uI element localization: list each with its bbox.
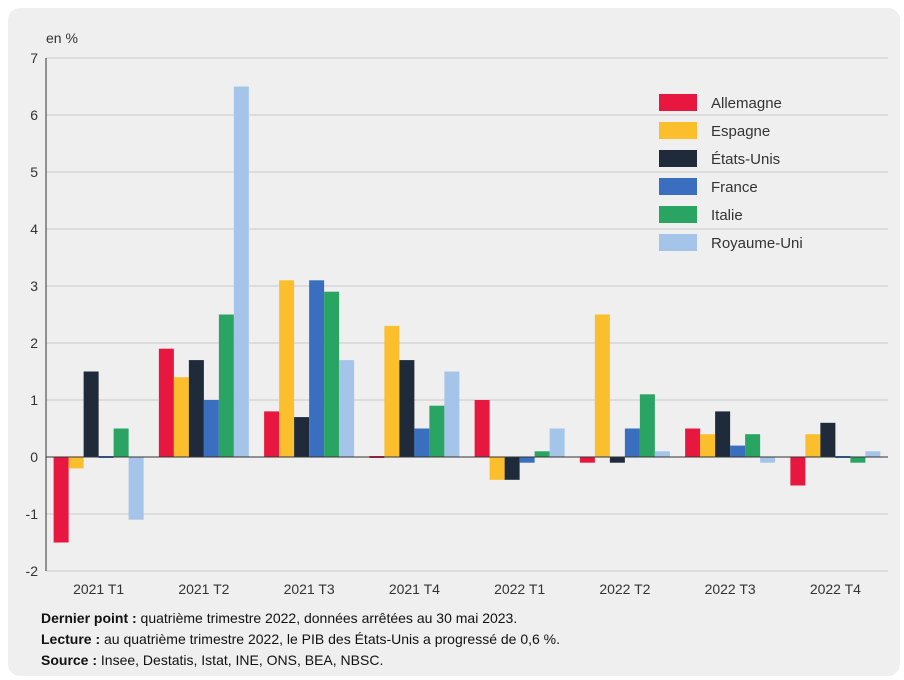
y-tick-label: 1 xyxy=(30,392,38,408)
legend-swatch xyxy=(659,234,697,251)
bar xyxy=(83,371,99,457)
bar xyxy=(264,411,280,457)
bar xyxy=(233,86,249,457)
y-tick-label: -1 xyxy=(26,506,39,522)
x-tick-label: 2021 T3 xyxy=(284,581,335,597)
bar xyxy=(173,377,189,457)
bar xyxy=(715,411,731,457)
bar xyxy=(594,314,610,457)
x-tick-label: 2021 T1 xyxy=(73,581,124,597)
note-lecture: Lecture : au quatrième trimestre 2022, l… xyxy=(41,629,861,650)
y-tick-label: 5 xyxy=(30,164,38,180)
note-dernier-point-label: Dernier point : xyxy=(41,610,137,626)
legend-label: États-Unis xyxy=(711,151,780,168)
bar xyxy=(519,457,535,463)
bar xyxy=(158,348,174,457)
x-tick-label: 2021 T2 xyxy=(178,581,229,597)
bar xyxy=(384,325,400,457)
y-axis-unit-label: en % xyxy=(46,30,78,46)
legend-label: France xyxy=(711,179,758,196)
note-lecture-label: Lecture : xyxy=(41,631,101,647)
x-tick-label: 2022 T4 xyxy=(810,581,861,597)
y-tick-label: 6 xyxy=(30,107,38,123)
legend-label: Allemagne xyxy=(711,95,782,112)
bar xyxy=(339,360,355,457)
legend-swatch xyxy=(659,178,697,195)
note-source-label: Source : xyxy=(41,652,98,668)
bar xyxy=(685,428,701,457)
bar xyxy=(188,360,204,457)
bar xyxy=(279,280,295,457)
bar xyxy=(805,434,821,457)
x-tick-label: 2021 T4 xyxy=(389,581,440,597)
legend-label: Espagne xyxy=(711,123,770,140)
bar xyxy=(639,394,655,457)
bar xyxy=(399,360,415,457)
y-tick-label: -2 xyxy=(26,563,39,579)
bar xyxy=(745,434,761,457)
legend-swatch xyxy=(659,94,697,111)
bar xyxy=(489,457,505,480)
legend-swatch xyxy=(659,206,697,223)
bar xyxy=(790,457,806,486)
bar xyxy=(549,428,565,457)
x-axis-tick-labels: 2021 T1 2021 T2 2021 T3 2021 T4 2022 T1 2022 … xyxy=(73,581,861,597)
axes xyxy=(45,58,888,571)
bar xyxy=(700,434,716,457)
bar xyxy=(309,280,325,457)
bar xyxy=(534,451,550,457)
note-source: Source : Insee, Destatis, Istat, INE, ON… xyxy=(41,650,861,671)
bar xyxy=(760,457,776,463)
chart-card: -2 -1 0 1 2 3 4 5 6 7 2021 T1 2021 T2 2021 T3 2021 T… xyxy=(8,8,900,676)
bar xyxy=(68,457,84,469)
bar xyxy=(820,422,836,457)
bar xyxy=(203,400,219,457)
y-tick-label: 3 xyxy=(30,278,38,294)
bar xyxy=(609,457,625,463)
bar xyxy=(624,428,640,457)
x-tick-label: 2022 T1 xyxy=(494,581,545,597)
bar xyxy=(429,405,445,457)
y-tick-label: 4 xyxy=(30,221,38,237)
bar xyxy=(654,451,670,457)
bar xyxy=(324,291,340,457)
legend: Allemagne Espagne États-Unis France Italie Ro… xyxy=(659,94,803,252)
bar xyxy=(474,400,490,457)
bar xyxy=(414,428,430,457)
legend-label: Royaume-Uni xyxy=(711,235,803,252)
bar xyxy=(128,457,144,520)
note-lecture-text: au quatrième trimestre 2022, le PIB des … xyxy=(100,631,561,647)
legend-swatch xyxy=(659,122,697,139)
y-tick-label: 7 xyxy=(30,50,38,66)
y-tick-label: 0 xyxy=(30,449,38,465)
bar xyxy=(730,445,746,457)
bar xyxy=(53,457,69,543)
note-dernier-point: Dernier point : quatrième trimestre 2022… xyxy=(41,608,861,629)
bar xyxy=(504,457,520,480)
y-axis-tick-labels: -2 -1 0 1 2 3 4 5 6 7 xyxy=(26,50,39,579)
bar xyxy=(294,417,310,457)
bar xyxy=(218,314,234,457)
note-source-text: Insee, Destatis, Istat, INE, ONS, BEA, N… xyxy=(97,652,384,668)
x-tick-label: 2022 T2 xyxy=(599,581,650,597)
bar xyxy=(850,457,866,463)
chart-notes: Dernier point : quatrième trimestre 2022… xyxy=(41,608,861,671)
bar xyxy=(579,457,595,463)
bar xyxy=(865,451,881,457)
legend-swatch xyxy=(659,150,697,167)
note-dernier-point-text: quatrième trimestre 2022, données arrêté… xyxy=(136,610,518,626)
y-tick-label: 2 xyxy=(30,335,38,351)
bars xyxy=(53,86,881,543)
x-tick-label: 2022 T3 xyxy=(705,581,756,597)
bar xyxy=(444,371,460,457)
bar xyxy=(113,428,129,457)
legend-label: Italie xyxy=(711,207,743,224)
